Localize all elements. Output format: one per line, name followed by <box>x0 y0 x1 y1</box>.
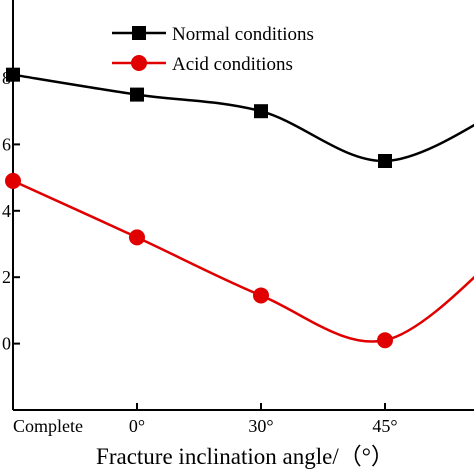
data-point-normal <box>378 154 392 168</box>
legend-marker-circle <box>131 55 147 71</box>
y-axis-ticks: 02468 <box>2 68 20 354</box>
y-tick-label: 6 <box>2 134 11 154</box>
legend-label: Normal conditions <box>172 24 314 45</box>
y-tick-label: 2 <box>2 267 11 287</box>
data-point-normal <box>130 87 144 102</box>
y-tick-label: 4 <box>2 201 11 221</box>
data-point-acid <box>377 332 393 349</box>
legend-label: Acid conditions <box>172 54 293 75</box>
data-point-acid <box>129 229 145 246</box>
data-point-normal <box>254 104 268 119</box>
data-point-normal <box>6 67 20 82</box>
data-point-acid <box>253 287 269 304</box>
legend-marker-square <box>132 26 146 40</box>
y-tick-label: 0 <box>2 334 11 354</box>
series-layer <box>5 67 474 349</box>
legend: Normal conditions Acid conditions <box>112 24 314 75</box>
series-line-acid <box>12 179 474 343</box>
x-tick-label: Complete <box>13 416 83 436</box>
x-tick-label: 0° <box>129 416 145 436</box>
x-axis-title: Fracture inclination angle/（°） <box>96 444 394 469</box>
x-tick-label: 45° <box>372 416 397 436</box>
x-tick-label: 30° <box>248 416 273 436</box>
series-line-normal <box>12 73 474 163</box>
data-point-acid <box>5 172 21 189</box>
